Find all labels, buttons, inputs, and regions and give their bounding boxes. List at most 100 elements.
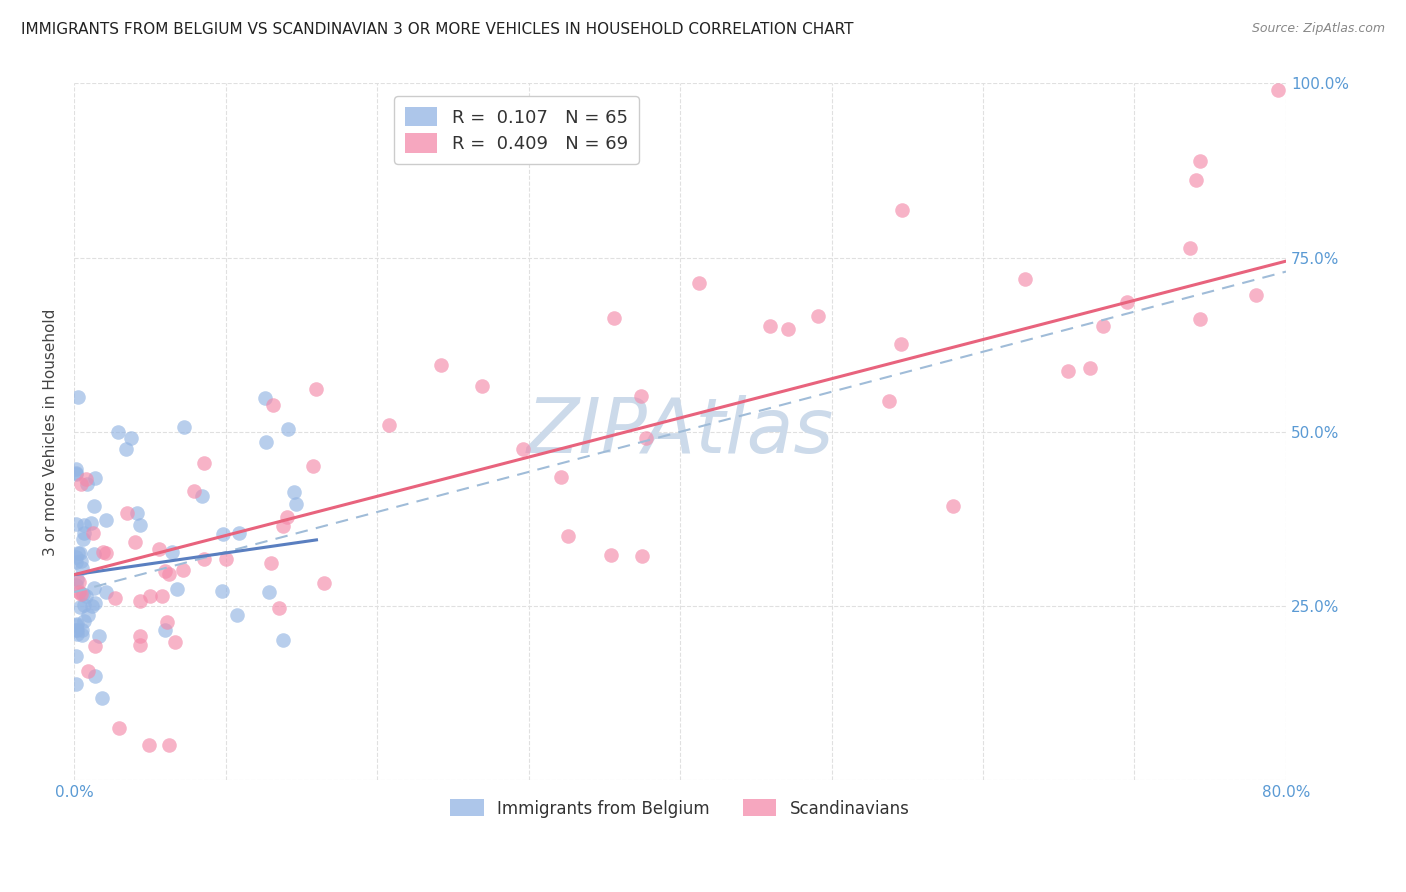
Point (1267, 83, 1289, 97)
Point (91, 545, 114, 559)
Point (166, 582, 188, 596)
Point (890, 336, 912, 351)
Point (80, 599, 103, 614)
Point (211, 584, 233, 599)
Point (600, 548, 623, 562)
Point (260, 556, 283, 570)
Point (254, 391, 277, 405)
Point (94, 513, 117, 527)
Point (76, 589, 98, 603)
Point (550, 470, 572, 484)
Point (471, 379, 494, 393)
Point (66, 623, 89, 637)
Point (305, 382, 328, 396)
Point (302, 459, 325, 474)
Point (314, 575, 336, 590)
Point (271, 633, 294, 648)
Point (157, 567, 180, 582)
Point (76, 477, 98, 491)
Point (83, 669, 105, 683)
Point (183, 484, 205, 499)
Point (759, 319, 782, 334)
Point (557, 529, 579, 543)
Point (65, 462, 87, 476)
Point (1014, 272, 1036, 286)
Point (75, 472, 97, 486)
Point (877, 393, 900, 408)
Point (129, 638, 152, 652)
Point (65, 517, 87, 532)
Point (429, 358, 451, 372)
Point (1185, 172, 1208, 186)
Point (70, 628, 93, 642)
Point (73, 598, 96, 612)
Point (1116, 295, 1139, 310)
Point (69, 600, 91, 615)
Point (65, 648, 87, 663)
Point (1244, 288, 1267, 302)
Point (153, 624, 176, 638)
Point (153, 564, 176, 578)
Point (276, 509, 298, 524)
Point (631, 549, 654, 564)
Point (72, 518, 94, 533)
Point (66, 617, 89, 632)
Point (636, 431, 658, 445)
Point (127, 506, 149, 520)
Point (108, 721, 131, 735)
Point (103, 591, 125, 605)
Point (215, 552, 238, 566)
Point (72, 587, 94, 601)
Point (603, 311, 626, 326)
Point (65, 467, 87, 481)
Point (172, 563, 194, 577)
Point (69, 546, 91, 560)
Point (150, 589, 173, 603)
Point (193, 456, 215, 470)
Point (262, 397, 284, 411)
Legend: Immigrants from Belgium, Scandinavians: Immigrants from Belgium, Scandinavians (444, 793, 917, 824)
Y-axis label: 3 or more Vehicles in Household: 3 or more Vehicles in Household (44, 308, 58, 556)
Point (83, 581, 105, 595)
Point (69, 554, 91, 568)
Point (1178, 241, 1201, 255)
Point (83, 499, 105, 513)
Point (211, 527, 233, 541)
Point (83, 547, 105, 561)
Point (807, 309, 830, 323)
Point (191, 489, 214, 503)
Point (66, 627, 89, 641)
Point (1189, 154, 1212, 169)
Point (630, 389, 652, 403)
Point (283, 484, 305, 499)
Point (193, 551, 215, 566)
Point (128, 594, 150, 608)
Point (84, 640, 107, 654)
Point (124, 535, 146, 549)
Point (157, 739, 180, 753)
Point (160, 545, 183, 559)
Point (257, 584, 280, 599)
Point (1078, 361, 1101, 376)
Text: ZIPAtlas: ZIPAtlas (526, 395, 834, 469)
Point (1188, 312, 1211, 326)
Point (82, 525, 104, 540)
Point (67, 546, 90, 560)
Point (115, 442, 138, 457)
Point (65, 467, 87, 482)
Point (72, 623, 94, 637)
Point (128, 517, 150, 532)
Point (1092, 319, 1115, 334)
Point (65, 550, 87, 565)
Point (163, 634, 186, 648)
Point (688, 276, 710, 290)
Point (228, 526, 250, 541)
Point (67, 574, 90, 589)
Point (80, 516, 103, 530)
Point (70, 561, 93, 575)
Point (67, 390, 90, 404)
Point (84, 596, 107, 610)
Point (84, 471, 107, 485)
Point (65, 617, 87, 632)
Point (94, 585, 117, 599)
